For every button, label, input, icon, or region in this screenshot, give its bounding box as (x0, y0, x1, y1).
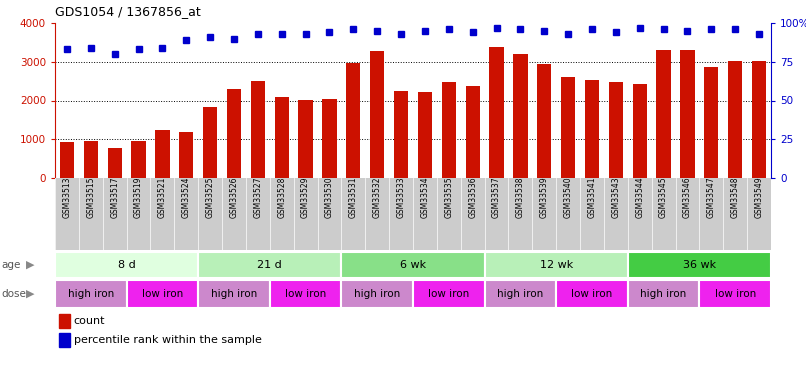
Bar (60, 142, 74, 178)
Bar (156, 130, 169, 178)
Bar (628, 252, 771, 278)
Bar (322, 99, 337, 178)
Text: ▶: ▶ (26, 260, 35, 270)
Text: 12 wk: 12 wk (539, 260, 573, 270)
Text: 36 wk: 36 wk (683, 260, 716, 270)
Bar (418, 92, 432, 178)
Bar (59, 314, 69, 328)
Text: age: age (2, 260, 21, 270)
Bar (55, 280, 127, 308)
Bar (752, 61, 767, 178)
Text: low iron: low iron (428, 289, 469, 299)
Bar (704, 67, 718, 178)
Text: low iron: low iron (142, 289, 183, 299)
Bar (633, 84, 647, 178)
Bar (270, 280, 342, 308)
Bar (513, 54, 528, 178)
Text: dose: dose (2, 289, 27, 299)
Text: 8 d: 8 d (118, 260, 135, 270)
Bar (226, 89, 241, 178)
Bar (342, 252, 484, 278)
Bar (298, 100, 313, 178)
Bar (127, 280, 198, 308)
Text: percentile rank within the sample: percentile rank within the sample (73, 335, 261, 345)
Bar (556, 280, 628, 308)
Text: GDS1054 / 1367856_at: GDS1054 / 1367856_at (55, 5, 201, 18)
Bar (585, 80, 599, 178)
Bar (484, 252, 628, 278)
Bar (413, 280, 484, 308)
Bar (394, 91, 408, 178)
Bar (442, 81, 456, 178)
Bar (203, 108, 218, 178)
Text: high iron: high iron (641, 289, 687, 299)
Bar (628, 280, 700, 308)
Text: count: count (73, 316, 105, 326)
Text: high iron: high iron (68, 289, 114, 299)
Text: high iron: high iron (211, 289, 257, 299)
Bar (370, 51, 384, 178)
Bar (609, 81, 623, 178)
Bar (251, 81, 265, 178)
Text: high iron: high iron (497, 289, 543, 299)
Bar (59, 333, 69, 347)
Text: low iron: low iron (715, 289, 756, 299)
Bar (179, 132, 193, 178)
Bar (198, 280, 270, 308)
Text: 6 wk: 6 wk (400, 260, 426, 270)
Bar (84, 141, 98, 178)
Bar (275, 97, 289, 178)
Bar (55, 252, 198, 278)
Bar (466, 86, 480, 178)
Bar (680, 50, 695, 178)
Text: low iron: low iron (285, 289, 326, 299)
Bar (342, 280, 413, 308)
Text: 21 d: 21 d (257, 260, 282, 270)
Bar (656, 50, 671, 178)
Bar (700, 280, 771, 308)
Bar (198, 252, 342, 278)
Bar (484, 280, 556, 308)
Bar (728, 62, 742, 178)
Bar (537, 64, 551, 178)
Bar (107, 148, 122, 178)
Bar (561, 77, 575, 178)
Bar (131, 141, 146, 178)
Bar (346, 63, 360, 178)
Text: low iron: low iron (571, 289, 613, 299)
Text: ▶: ▶ (26, 289, 35, 299)
Text: high iron: high iron (354, 289, 401, 299)
Bar (489, 47, 504, 178)
